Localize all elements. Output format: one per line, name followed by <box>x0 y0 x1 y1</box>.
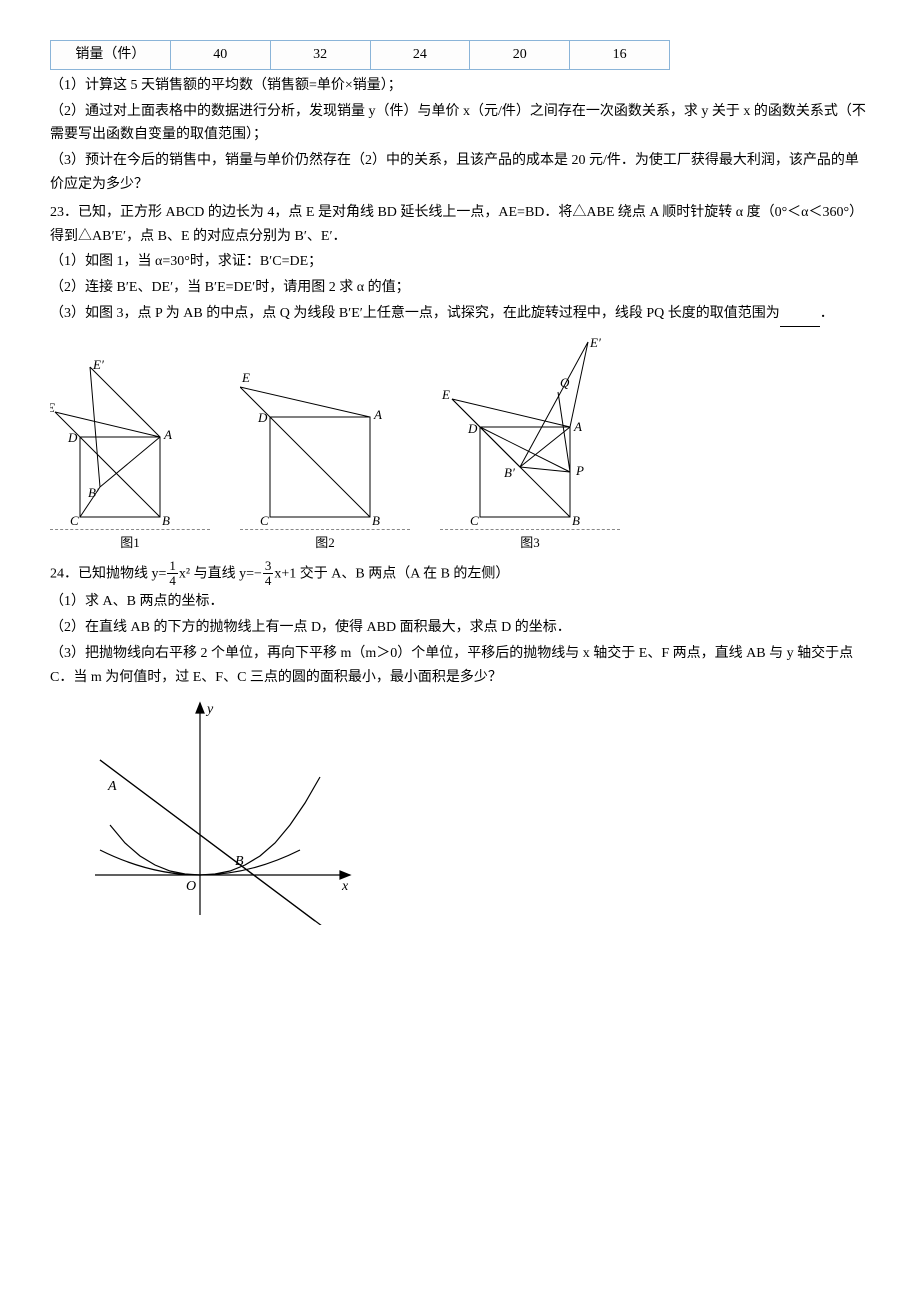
figure-3: E′ E D A Q B′ P C B 图3 <box>440 337 620 554</box>
fig2-caption: 图2 <box>240 529 410 554</box>
q24-stem-b: x² 与直线 y= <box>179 566 254 581</box>
figure-2: E D A C B 图2 <box>240 367 410 554</box>
neg-sign: − <box>254 566 262 581</box>
q23-1: （1）如图 1，当 α=30°时，求证：B′C=DE； <box>50 250 870 274</box>
table-cell: 20 <box>470 41 570 70</box>
point-b-label: B <box>235 854 244 869</box>
q24-chart: y x O A B <box>90 695 870 934</box>
table-header: 销量（件） <box>51 41 171 70</box>
origin-label: O <box>186 879 196 894</box>
svg-text:E: E <box>441 387 450 402</box>
svg-text:E: E <box>241 370 250 385</box>
frac-3-4: 34 <box>263 559 274 587</box>
svg-text:C: C <box>470 513 479 527</box>
fig3-caption: 图3 <box>440 529 620 554</box>
q22-1: （1）计算这 5 天销售额的平均数（销售额=单价×销量）； <box>50 74 870 98</box>
fill-blank <box>780 302 820 327</box>
svg-text:B′: B′ <box>504 465 515 480</box>
fig2-svg: E D A C B <box>240 367 410 527</box>
svg-text:B: B <box>372 513 380 527</box>
svg-text:Q: Q <box>560 375 570 390</box>
q24-stem: 24．已知抛物线 y=14x² 与直线 y=−34x+1 交于 A、B 两点（A… <box>50 560 870 588</box>
svg-text:D: D <box>467 421 478 436</box>
q24-2: （2）在直线 AB 的下方的抛物线上有一点 D，使得 ABD 面积最大，求点 D… <box>50 616 870 640</box>
point-a-label: A <box>107 779 117 794</box>
figure-row-23: E′ E D A B′ C B 图1 E D A C <box>50 337 870 554</box>
q23-3b: ． <box>820 306 834 321</box>
fig1-svg: E′ E D A B′ C B <box>50 357 210 527</box>
q23-2: （2）连接 B′E、DE′，当 B′E=DE′时，请用图 2 求 α 的值； <box>50 276 870 300</box>
axis-x-label: x <box>341 879 349 894</box>
svg-text:A: A <box>573 419 582 434</box>
table-cell: 16 <box>570 41 670 70</box>
table-cell: 32 <box>270 41 370 70</box>
svg-text:A: A <box>373 407 382 422</box>
svg-text:C: C <box>260 513 269 527</box>
table-cell: 40 <box>170 41 270 70</box>
axis-y-label: y <box>205 702 214 717</box>
svg-text:B′: B′ <box>88 485 99 500</box>
svg-text:P: P <box>575 463 584 478</box>
q22-2: （2）通过对上面表格中的数据进行分析，发现销量 y（件）与单价 x（元/件）之间… <box>50 100 870 148</box>
sales-table: 销量（件） 40 32 24 20 16 <box>50 40 670 70</box>
q22-3: （3）预计在今后的销售中，销量与单价仍然存在（2）中的关系，且该产品的成本是 2… <box>50 149 870 197</box>
svg-text:E′: E′ <box>92 357 104 372</box>
q24-stem-a: 24．已知抛物线 y= <box>50 566 166 581</box>
q24-3: （3）把抛物线向右平移 2 个单位，再向下平移 m（m＞0）个单位，平移后的抛物… <box>50 642 870 690</box>
svg-text:A: A <box>163 427 172 442</box>
svg-text:D: D <box>67 430 78 445</box>
table-row: 销量（件） 40 32 24 20 16 <box>51 41 670 70</box>
q23-stem: 23．已知，正方形 ABCD 的边长为 4，点 E 是对角线 BD 延长线上一点… <box>50 201 870 249</box>
svg-text:D: D <box>257 410 268 425</box>
svg-text:E: E <box>50 400 55 415</box>
chart-svg: y x O A B <box>90 695 370 925</box>
fig3-svg: E′ E D A Q B′ P C B <box>440 337 620 527</box>
figure-1: E′ E D A B′ C B 图1 <box>50 357 210 554</box>
frac-1-4: 14 <box>167 559 178 587</box>
svg-text:C: C <box>70 513 79 527</box>
table-cell: 24 <box>370 41 470 70</box>
svg-text:B: B <box>162 513 170 527</box>
q24-1: （1）求 A、B 两点的坐标． <box>50 590 870 614</box>
fig1-caption: 图1 <box>50 529 210 554</box>
q23-3: （3）如图 3，点 P 为 AB 的中点，点 Q 为线段 B′E′上任意一点，试… <box>50 302 870 327</box>
q23-3a: （3）如图 3，点 P 为 AB 的中点，点 Q 为线段 B′E′上任意一点，试… <box>50 306 780 321</box>
q24-stem-c: x+1 交于 A、B 两点（A 在 B 的左侧） <box>274 566 509 581</box>
svg-text:E′: E′ <box>589 337 601 350</box>
svg-text:B: B <box>572 513 580 527</box>
